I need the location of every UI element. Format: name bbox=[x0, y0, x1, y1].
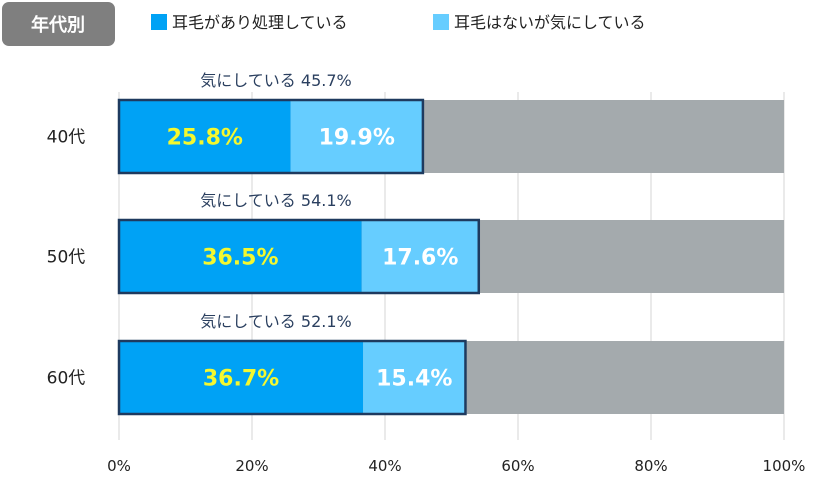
x-tick-label: 80% bbox=[634, 457, 667, 475]
data-label-series-1: 36.5% bbox=[202, 246, 278, 271]
legend-label-series-1: 耳毛があり処理している bbox=[172, 13, 348, 32]
y-category-label: 40代 bbox=[47, 128, 86, 148]
y-category-label: 60代 bbox=[47, 369, 86, 389]
total-outline-3 bbox=[117, 339, 467, 416]
bar-series-2-1 bbox=[290, 100, 423, 173]
x-tick-label: 20% bbox=[235, 457, 268, 475]
bar-series-1-3 bbox=[119, 341, 364, 414]
legend-swatch-series-2 bbox=[433, 14, 449, 30]
data-label-series-2: 19.9% bbox=[319, 126, 395, 151]
total-outline-1 bbox=[117, 98, 425, 175]
bar-series-1-2 bbox=[119, 220, 362, 293]
data-label-series-2: 15.4% bbox=[376, 367, 452, 392]
total-label: 気にしている 54.1% bbox=[200, 191, 351, 210]
legend-label-series-2: 耳毛はないが気にしている bbox=[454, 13, 646, 32]
title-badge bbox=[2, 2, 115, 46]
x-tick-label: 100% bbox=[763, 457, 806, 475]
bar-series-1-1 bbox=[119, 100, 291, 173]
data-label-series-1: 25.8% bbox=[167, 126, 243, 151]
bar-series-2-2 bbox=[361, 220, 479, 293]
data-label-series-1: 36.7% bbox=[203, 367, 279, 392]
bars bbox=[117, 98, 784, 416]
data-label-series-2: 17.6% bbox=[382, 246, 458, 271]
labels: 0% 20% 40% 60% 80% 100% 25.8% 19.9% 気にしている 45.7%… bbox=[47, 71, 806, 475]
chart-title: 年代別 bbox=[31, 14, 85, 36]
total-label: 気にしている 45.7% bbox=[200, 71, 351, 90]
total-label: 気にしている 52.1% bbox=[200, 312, 351, 331]
y-category-label: 50代 bbox=[47, 248, 86, 268]
legend-swatch-series-1 bbox=[151, 14, 167, 30]
bar-series-2-3 bbox=[363, 341, 466, 414]
x-tick-label: 40% bbox=[368, 457, 401, 475]
x-tick-label: 0% bbox=[107, 457, 131, 475]
total-outline-2 bbox=[117, 218, 481, 295]
x-tick-label: 60% bbox=[501, 457, 534, 475]
